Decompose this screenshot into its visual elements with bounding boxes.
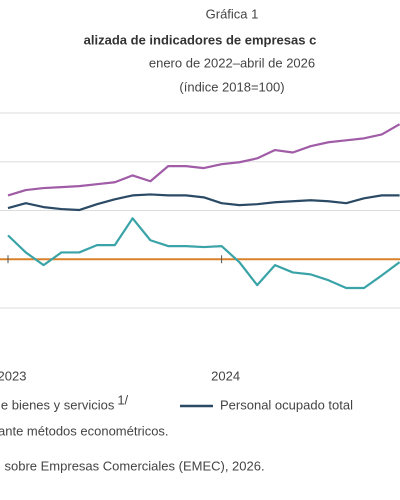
chart-title: alizada de indicadores de empresas c [84, 32, 317, 47]
x-tick-label: 2024 [211, 368, 240, 383]
x-tick-label: 2023 [0, 368, 26, 383]
legend-note: 1/ [117, 392, 128, 407]
series-line [7, 217, 400, 290]
chart-label: Gráfica 1 [206, 6, 259, 21]
legend-label: le bienes y servicios [0, 397, 115, 412]
unit-note: (índice 2018=100) [179, 79, 284, 94]
legend-label: Personal ocupado total [220, 397, 353, 412]
series-line [7, 193, 400, 212]
series-line [7, 123, 400, 197]
note: ante métodos econométricos. [0, 423, 169, 438]
source: l sobre Empresas Comerciales (EMEC), 202… [0, 458, 265, 473]
chart-subtitle: enero de 2022–abril de 2026 [149, 55, 315, 70]
